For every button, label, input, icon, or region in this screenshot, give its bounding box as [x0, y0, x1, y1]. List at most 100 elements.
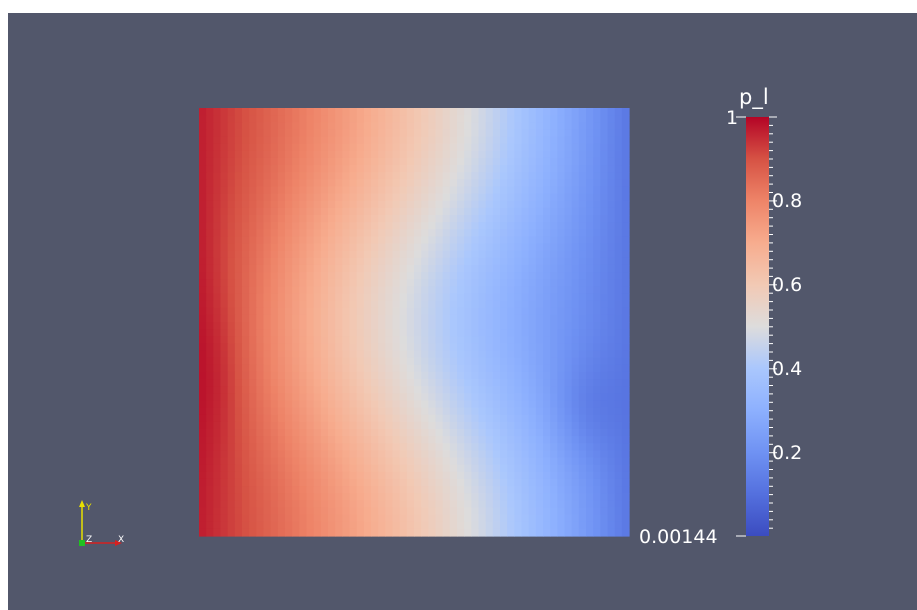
field-cell	[507, 200, 515, 209]
field-cell	[285, 350, 293, 359]
field-cell	[543, 393, 551, 402]
field-cell	[500, 357, 508, 366]
field-cell	[535, 464, 544, 473]
field-cell	[600, 478, 609, 487]
field-cell	[414, 115, 422, 123]
field-cell	[578, 250, 587, 259]
field-cell	[564, 429, 573, 437]
field-cell	[435, 364, 444, 373]
field-cell	[621, 486, 630, 494]
field-cell	[485, 222, 494, 230]
field-cell	[220, 414, 229, 423]
field-cell	[220, 400, 229, 409]
render-canvas[interactable]: Y Z X	[8, 13, 917, 610]
field-cell	[270, 371, 279, 380]
field-cell	[449, 115, 458, 123]
field-cell	[349, 371, 358, 380]
field-cell	[421, 457, 429, 466]
field-cell	[457, 272, 465, 280]
field-cell	[399, 357, 408, 366]
field-cell	[421, 514, 429, 523]
field-cell	[621, 108, 630, 116]
field-cell	[435, 514, 444, 523]
field-cell	[442, 450, 451, 459]
field-cell	[564, 528, 573, 537]
field-cell	[356, 393, 365, 402]
field-cell	[249, 443, 257, 451]
field-cell	[199, 371, 207, 380]
field-cell	[414, 250, 422, 259]
field-cell	[614, 250, 623, 259]
field-cell	[406, 371, 415, 380]
field-cell	[234, 336, 243, 344]
field-cell	[428, 464, 437, 473]
field-cell	[256, 521, 265, 530]
field-cell	[528, 300, 537, 309]
field-cell	[428, 307, 437, 316]
field-cell	[464, 357, 472, 366]
field-cell	[213, 386, 222, 394]
field-cell	[607, 507, 616, 516]
field-cell	[256, 379, 265, 387]
field-cell	[557, 108, 566, 116]
field-cell	[428, 193, 437, 202]
field-cell	[464, 364, 472, 373]
field-cell	[320, 222, 329, 230]
field-cell	[492, 193, 501, 202]
field-cell	[263, 279, 272, 287]
field-cell	[507, 407, 515, 416]
field-cell	[406, 172, 415, 180]
scalar-field-surface[interactable]	[199, 108, 630, 537]
field-cell	[399, 429, 408, 437]
field-cell	[363, 222, 372, 230]
field-cell	[428, 486, 437, 494]
render-viewport[interactable]: Y Z X p_l 1 0.00144 0.8 0.6 0.4 0.2	[8, 13, 917, 610]
field-cell	[399, 457, 408, 466]
field-cell	[449, 207, 458, 216]
field-cell	[277, 122, 286, 130]
field-cell	[249, 122, 257, 130]
field-cell	[607, 493, 616, 501]
field-cell	[363, 329, 372, 337]
field-cell	[449, 264, 458, 273]
x-axis-arrowhead	[115, 540, 122, 546]
field-cell	[478, 293, 487, 302]
field-cell	[328, 457, 336, 466]
field-cell	[471, 393, 480, 402]
field-cell	[571, 429, 580, 437]
field-cell	[600, 371, 609, 380]
field-cell	[607, 215, 616, 223]
field-cell	[600, 486, 609, 494]
field-cell	[593, 250, 601, 259]
field-cell	[571, 314, 580, 323]
field-cell	[363, 157, 372, 166]
field-cell	[457, 257, 465, 266]
field-cell	[356, 386, 365, 394]
field-cell	[270, 429, 279, 437]
field-cell	[586, 257, 594, 266]
field-cell	[213, 165, 222, 173]
field-cell	[328, 507, 336, 516]
field-cell	[356, 514, 365, 523]
field-cell	[392, 478, 401, 487]
field-cell	[356, 493, 365, 501]
field-cell	[600, 108, 609, 116]
field-cell	[213, 243, 222, 252]
field-cell	[249, 322, 257, 330]
field-cell	[313, 464, 322, 473]
field-cell	[586, 471, 594, 480]
field-cell	[564, 257, 573, 266]
field-cell	[392, 371, 401, 380]
field-cell	[586, 436, 594, 444]
field-cell	[371, 229, 379, 237]
field-cell	[342, 143, 351, 152]
field-cell	[363, 193, 372, 202]
field-cell	[220, 493, 229, 501]
field-cell	[242, 500, 250, 509]
field-cell	[564, 215, 573, 223]
field-cell	[442, 150, 451, 159]
field-cell	[550, 186, 558, 195]
field-cell	[586, 115, 594, 123]
field-cell	[392, 457, 401, 466]
field-cell	[485, 514, 494, 523]
